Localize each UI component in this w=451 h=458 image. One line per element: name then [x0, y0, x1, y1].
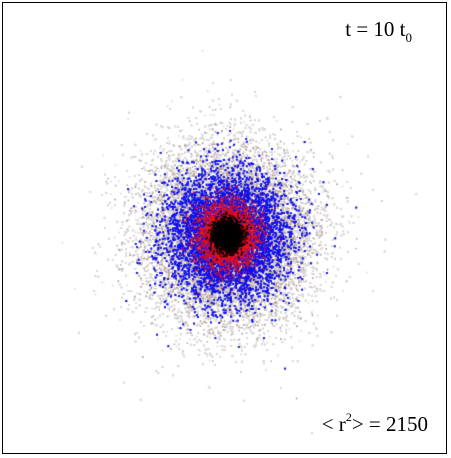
- msd-label-suffix: > = 2150: [351, 412, 428, 436]
- plot-frame: t = 10 t0 < r2> = 2150: [2, 2, 447, 454]
- mean-square-displacement-label: < r2> = 2150: [322, 410, 428, 437]
- msd-label-superscript: 2: [345, 410, 352, 424]
- time-label-subscript: 0: [405, 30, 413, 45]
- diffusion-scatter: [3, 3, 446, 453]
- time-label-text: t = 10 t: [345, 17, 406, 41]
- time-label: t = 10 t0: [345, 17, 412, 46]
- msd-label-prefix: < r: [321, 412, 346, 436]
